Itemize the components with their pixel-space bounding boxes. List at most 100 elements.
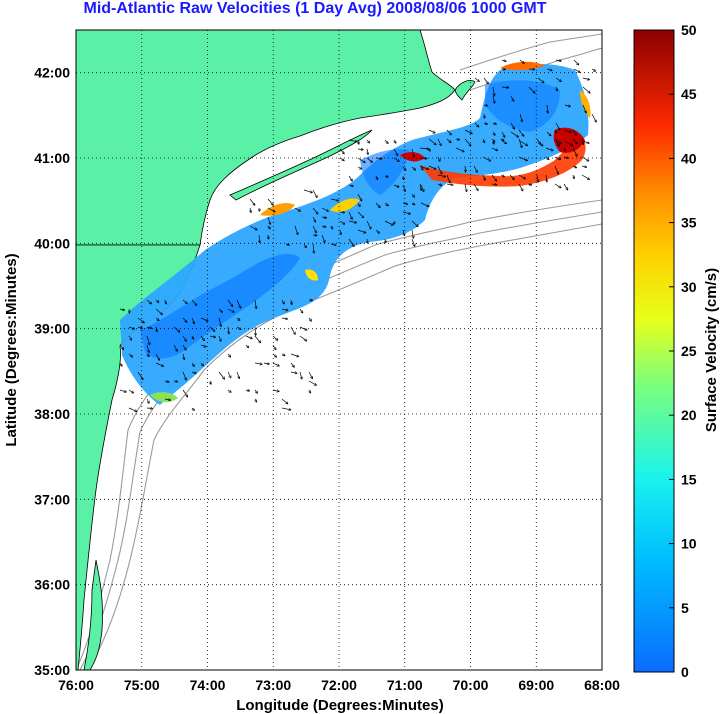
- velocity-arrow: [200, 335, 204, 340]
- velocity-arrow: [299, 326, 307, 330]
- velocity-arrow: [581, 174, 589, 179]
- velocity-arrow: [218, 308, 222, 312]
- velocity-arrow: [501, 60, 506, 61]
- velocity-arrow: [393, 157, 399, 161]
- velocity-arrow: [591, 68, 595, 71]
- velocity-arrow: [473, 165, 477, 172]
- velocity-arrow: [227, 371, 231, 378]
- velocity-arrow: [581, 166, 586, 167]
- x-tick-label: 73:00: [255, 677, 291, 693]
- velocity-arrow: [128, 389, 133, 393]
- y-tick-label: 36:00: [34, 577, 70, 593]
- velocity-arrow: [428, 138, 436, 145]
- velocity-arrow: [182, 389, 188, 397]
- velocity-arrow: [200, 344, 206, 347]
- velocity-arrow: [281, 309, 288, 310]
- velocity-arrow: [375, 229, 379, 233]
- velocity-arrow: [393, 184, 399, 187]
- velocity-arrow: [518, 174, 525, 179]
- velocity-arrow: [366, 157, 372, 162]
- velocity-arrow: [420, 202, 429, 206]
- velocity-arrow: [146, 327, 152, 328]
- velocity-arrow: [493, 131, 495, 135]
- velocity-arrow: [554, 183, 561, 188]
- velocity-arrow: [348, 238, 354, 246]
- velocity-arrow: [228, 326, 229, 334]
- velocity-arrow: [501, 87, 509, 88]
- velocity-arrow: [146, 408, 152, 409]
- velocity-arrow: [281, 354, 285, 356]
- velocity-arrow: [263, 363, 269, 364]
- velocity-arrow: [281, 398, 288, 404]
- velocity-arrow: [509, 174, 514, 180]
- velocity-arrow: [411, 238, 415, 246]
- velocity-arrow: [210, 380, 211, 384]
- velocity-arrow: [182, 335, 186, 341]
- velocity-arrow: [446, 129, 451, 135]
- velocity-arrow: [128, 407, 137, 411]
- velocity-arrow: [411, 203, 415, 205]
- velocity-arrow: [582, 104, 586, 113]
- velocity-arrow: [290, 353, 298, 357]
- velocity-arrow: [119, 344, 123, 349]
- velocity-arrow: [272, 390, 279, 391]
- velocity-arrow: [182, 371, 186, 380]
- velocity-arrow: [403, 229, 404, 235]
- y-tick-label: 38:00: [34, 406, 70, 422]
- velocity-arrow: [420, 183, 421, 190]
- velocity-arrow: [518, 156, 527, 161]
- velocity-arrow: [120, 362, 122, 366]
- velocity-arrow: [564, 140, 573, 146]
- velocity-arrow: [393, 148, 398, 155]
- velocity-arrow: [164, 381, 169, 382]
- velocity-arrow: [330, 244, 336, 245]
- velocity-arrow: [321, 234, 325, 242]
- velocity-arrow: [357, 211, 364, 218]
- velocity-arrow: [339, 157, 344, 161]
- x-axis-label: Longitude (Degrees:Minutes): [236, 697, 444, 714]
- x-tick-label: 76:00: [58, 677, 94, 693]
- velocity-arrow: [267, 216, 270, 224]
- velocity-arrow: [402, 203, 407, 204]
- velocity-arrow: [357, 157, 365, 162]
- velocity-arrow: [357, 149, 363, 150]
- velocity-arrow: [581, 156, 589, 161]
- velocity-arrow: [555, 77, 561, 81]
- velocity-arrow: [303, 243, 306, 248]
- y-tick-label: 40:00: [34, 235, 70, 251]
- velocity-arrow: [428, 129, 435, 133]
- velocity-arrow: [572, 138, 577, 144]
- velocity-arrow: [455, 147, 464, 152]
- velocity-arrow: [537, 174, 538, 182]
- velocity-arrow: [348, 175, 352, 181]
- x-tick-label: 69:00: [518, 677, 554, 693]
- velocity-arrow: [236, 299, 241, 308]
- velocity-arrow: [367, 148, 368, 154]
- velocity-arrow: [255, 398, 257, 402]
- x-tick-labels: 76:00 75:00 74:00 73:00 72:00 71:00 70:00 69:00…: [58, 677, 620, 693]
- velocity-arrow: [546, 69, 552, 70]
- velocity-arrow: [299, 371, 302, 379]
- velocity-arrow: [402, 166, 406, 170]
- velocity-arrow: [394, 139, 396, 143]
- velocity-arrow: [250, 207, 251, 212]
- velocity-arrow: [554, 138, 561, 144]
- velocity-arrow: [519, 59, 524, 63]
- velocity-arrow: [518, 129, 524, 136]
- velocity-arrow: [563, 183, 568, 190]
- velocity-arrow: [191, 317, 194, 324]
- velocity-arrow: [119, 389, 126, 392]
- velocity-arrow: [155, 317, 159, 321]
- velocity-arrow: [146, 299, 151, 304]
- velocity-arrow: [582, 86, 590, 93]
- velocity-arrow: [281, 299, 284, 304]
- velocity-arrow: [348, 139, 357, 142]
- velocity-arrow: [527, 184, 532, 185]
- velocity-arrow: [366, 220, 371, 229]
- velocity-arrow: [146, 344, 149, 352]
- velocity-arrow: [340, 229, 341, 234]
- velocity-arrow: [492, 123, 496, 124]
- velocity-arrow: [173, 326, 180, 332]
- velocity-arrow: [411, 166, 415, 170]
